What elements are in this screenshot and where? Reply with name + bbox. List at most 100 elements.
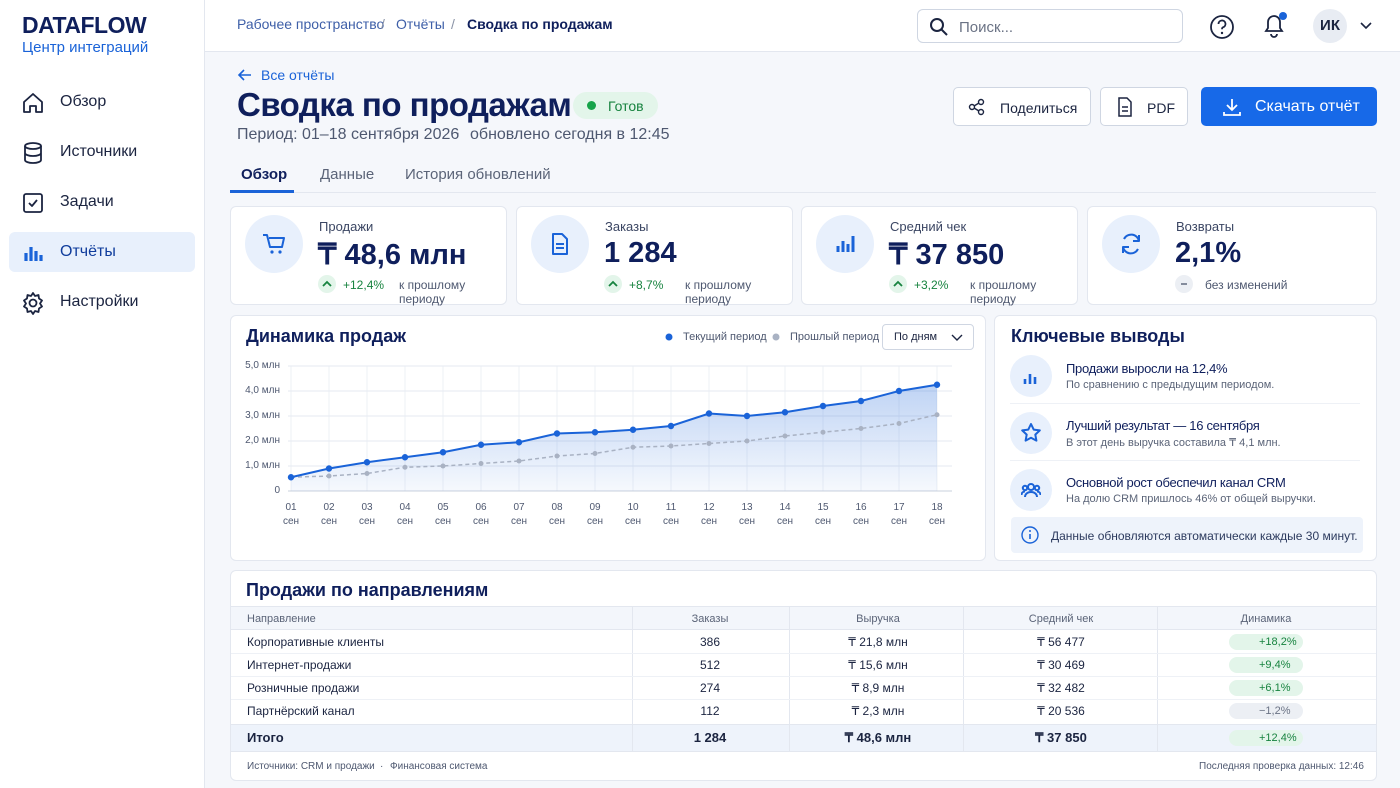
help-icon[interactable] — [1209, 14, 1235, 40]
x-tick-label: 08 сен — [548, 502, 566, 527]
nav-item[interactable]: Отчёты — [9, 232, 195, 272]
icon — [1122, 233, 1140, 255]
table-cell: 512 — [699, 658, 721, 672]
icon-part — [237, 69, 251, 81]
icon-part — [1217, 19, 1227, 30]
icon-part — [608, 280, 618, 287]
share-button[interactable]: Поделиться — [953, 87, 1091, 126]
icon-part — [1033, 484, 1041, 492]
icon-part — [1122, 106, 1128, 112]
table-cell: ₸ 30 469 — [1037, 658, 1085, 672]
data-point — [630, 444, 636, 450]
separator-dot: · — [380, 761, 384, 772]
icon — [23, 93, 43, 113]
download-button[interactable]: Скачать отчёт — [1201, 87, 1377, 126]
button-label: Поделиться — [1000, 100, 1078, 116]
legend-marker — [772, 333, 780, 341]
series-line — [290, 383, 938, 479]
chevron[interactable] — [1359, 21, 1373, 31]
tab[interactable]: Данные — [320, 166, 375, 183]
notifications-icon[interactable] — [1259, 10, 1289, 40]
status-text: Готов — [608, 98, 644, 114]
insight-item: Лучший результат — 16 сентября В этот ден… — [994, 410, 1377, 461]
kpi-change: +8,7% — [629, 278, 664, 292]
icon-part — [1210, 15, 1234, 39]
icon — [1021, 483, 1041, 498]
icon-part — [977, 98, 985, 106]
table-cell: ₸ 37 850 — [1035, 730, 1087, 745]
sources: Источники: CRM и продажи — [247, 761, 375, 772]
breadcrumb[interactable]: Отчёты — [396, 16, 445, 32]
nav-item[interactable]: Задачи — [9, 182, 195, 222]
icon-part — [1270, 33, 1278, 38]
data-point — [857, 397, 865, 405]
data-point — [402, 464, 408, 470]
icon-part — [968, 98, 985, 116]
insight-title: Продажи выросли на 12,4% — [1066, 361, 1228, 376]
chart-title: Динамика продаж — [246, 326, 406, 346]
nav-label: Настройки — [60, 293, 139, 310]
icon-part — [1021, 526, 1039, 544]
icon-part — [23, 193, 43, 213]
trend-indicator — [604, 275, 622, 293]
breadcrumb[interactable]: Рабочее пространство — [237, 16, 385, 32]
icon-part — [968, 103, 976, 111]
icon-part — [951, 334, 963, 341]
data-point — [782, 433, 788, 439]
tabs-border — [230, 192, 1376, 193]
nav-item[interactable]: Источники — [9, 132, 195, 172]
kpi-note: к прошлому периоду — [685, 278, 752, 306]
icon — [1023, 374, 1037, 384]
icon — [1021, 423, 1041, 442]
tab[interactable]: История обновлений — [405, 166, 551, 183]
pdf-button[interactable]: PDF — [1100, 87, 1188, 126]
x-tick-label: 06 сен — [472, 502, 490, 527]
trend-pill: +9,4% — [1229, 657, 1303, 673]
period-filter[interactable]: По дням — [882, 324, 974, 350]
table-cell: ₸ 20 536 — [1037, 704, 1085, 718]
x-tick-label: 02 сен — [320, 502, 338, 527]
area-fill — [291, 384, 937, 491]
insight-title: Основной рост обеспечил канал CRM — [1066, 475, 1286, 490]
y-tick-label: 0 — [274, 485, 280, 496]
data-point — [743, 412, 751, 420]
kpi-icon — [1102, 215, 1160, 273]
trend-indicator — [1175, 275, 1193, 293]
data-point — [781, 409, 789, 416]
icon-part — [1279, 12, 1287, 20]
tab-active[interactable]: Обзор — [241, 166, 288, 183]
icon-part — [23, 292, 43, 315]
icon — [23, 292, 43, 315]
search[interactable]: Поиск... — [917, 9, 1183, 43]
x-tick-label: 13 сен — [738, 502, 756, 527]
back-link[interactable]: Все отчёты — [261, 67, 335, 83]
period: Период: 01–18 сентября 2026 — [237, 126, 460, 143]
icon-part — [552, 233, 568, 255]
icon-part — [263, 234, 285, 248]
x-tick-label: 04 сен — [396, 502, 414, 527]
x-tick-label: 05 сен — [434, 502, 452, 527]
kpi-icon — [816, 215, 874, 273]
avatar[interactable]: ИК — [1313, 9, 1347, 43]
row-label: Итого — [247, 730, 284, 745]
row-divider — [231, 653, 1376, 654]
nav-item[interactable]: Настройки — [9, 282, 195, 322]
data-point — [820, 429, 826, 435]
kpi-change: +12,4% — [343, 278, 385, 292]
brand-subtitle: Центр интеграций — [22, 39, 149, 56]
icon-part — [893, 280, 903, 287]
data-point — [858, 426, 864, 431]
divider — [1010, 460, 1360, 461]
insight-icon — [1010, 355, 1052, 397]
column-divider — [789, 606, 790, 752]
nav-label: Источники — [60, 143, 138, 160]
icon-part — [28, 298, 38, 308]
trend-pill: +12,4% — [1229, 730, 1303, 746]
icon — [24, 142, 42, 164]
nav-item[interactable]: Обзор — [9, 82, 195, 122]
insights-title: Ключевые выводы — [1011, 326, 1185, 346]
trend-pill: +6,1% — [1229, 680, 1303, 696]
icon — [322, 280, 332, 287]
kpi-card: Возвраты 2,1% без изменений — [1087, 206, 1377, 305]
icon-part — [1220, 31, 1224, 35]
